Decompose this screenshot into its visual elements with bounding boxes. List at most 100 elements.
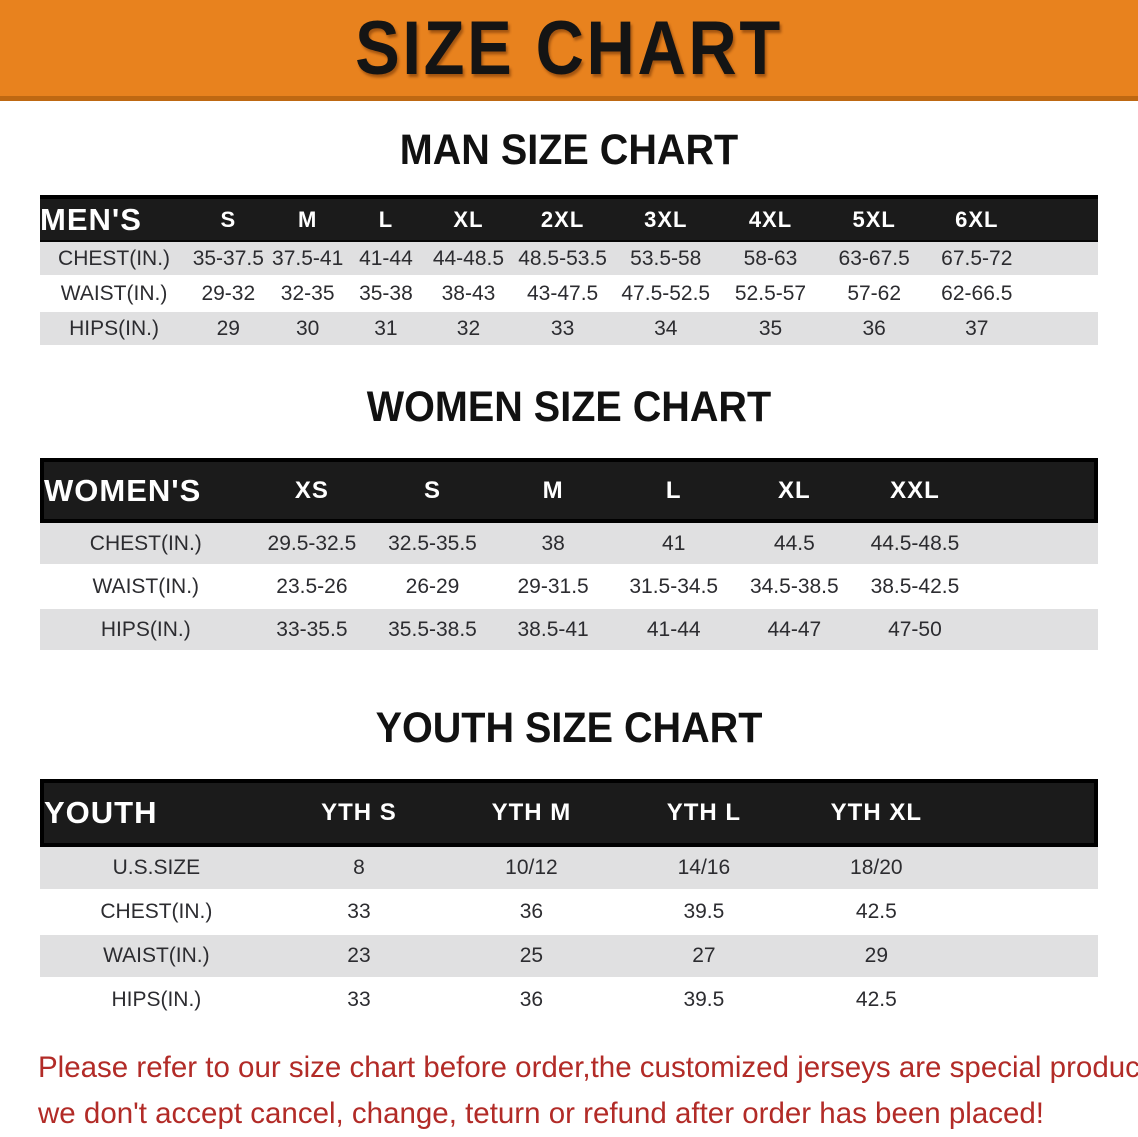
youth-size-heading: YOUTH SIZE CHART <box>375 704 763 752</box>
size-cell: 36 <box>822 312 926 347</box>
table-row: CHEST(IN.) 35-37.5 37.5-41 41-44 44-48.5 48.5… <box>40 242 1098 277</box>
size-cell: 29.5-32.5 <box>251 523 373 566</box>
mens-size-table: MEN'S S M L XL 2XL 3XL 4XL 5XL 6XL CHEST(IN.) 35-37… <box>40 195 1098 347</box>
size-cell: 47-50 <box>854 609 976 652</box>
size-cell: 62-66.5 <box>925 277 1029 312</box>
size-cell: 34 <box>613 312 719 347</box>
header-spacer <box>975 458 1098 523</box>
size-cell: 30 <box>268 312 347 347</box>
row-spacer <box>962 935 1098 979</box>
size-cell: 58-63 <box>718 242 823 277</box>
table-row: CHEST(IN.) 33 36 39.5 42.5 <box>40 891 1098 935</box>
size-charts: MAN SIZE CHART MEN'S S M L XL 2XL 3XL 4XL 5XL 6XL… <box>0 126 1138 1023</box>
size-cell: 31 <box>346 312 426 347</box>
row-label: CHEST(IN.) <box>40 242 189 277</box>
column-header: 2XL <box>511 195 614 242</box>
size-cell: 63-67.5 <box>822 242 926 277</box>
size-cell: 67.5-72 <box>925 242 1029 277</box>
table-title: MEN'S <box>40 195 189 242</box>
header-row: MEN'S S M L XL 2XL 3XL 4XL 5XL 6XL <box>40 195 1098 242</box>
table-row: HIPS(IN.) 33-35.5 35.5-38.5 38.5-41 41-44 44-… <box>40 609 1098 652</box>
disclaimer-line-1: Please refer to our size chart before or… <box>38 1051 1138 1084</box>
man-size-section: MAN SIZE CHART MEN'S S M L XL 2XL 3XL 4XL 5XL 6XL… <box>0 126 1138 347</box>
size-cell: 25 <box>445 935 618 979</box>
size-cell: 23.5-26 <box>251 566 373 609</box>
row-label: HIPS(IN.) <box>40 312 189 347</box>
women-size-section: WOMEN SIZE CHART WOMEN'S XS S M L XL XXL CHEST(… <box>0 383 1138 652</box>
column-header: XL <box>734 458 855 523</box>
table-title: WOMEN'S <box>40 458 252 523</box>
row-label: U.S.SIZE <box>40 847 273 891</box>
row-spacer <box>1028 277 1098 312</box>
youth-size-table: YOUTH YTH S YTH M YTH L YTH XL U.S.SIZE 8 10/12… <box>40 779 1098 1023</box>
size-cell: 42.5 <box>790 979 963 1023</box>
row-spacer <box>962 847 1098 891</box>
table-row: WAIST(IN.) 23 25 27 29 <box>40 935 1098 979</box>
size-cell: 44-48.5 <box>425 242 512 277</box>
size-cell: 33-35.5 <box>251 609 373 652</box>
size-cell: 35.5-38.5 <box>372 609 493 652</box>
row-label: CHEST(IN.) <box>40 891 273 935</box>
row-spacer <box>975 523 1098 566</box>
size-cell: 39.5 <box>617 979 791 1023</box>
column-header: YTH S <box>272 779 446 847</box>
size-cell: 44.5-48.5 <box>854 523 976 566</box>
column-header: XL <box>425 195 512 242</box>
women-size-heading: WOMEN SIZE CHART <box>366 383 772 431</box>
row-spacer <box>975 609 1098 652</box>
table-title: YOUTH <box>40 779 273 847</box>
size-cell: 23 <box>272 935 446 979</box>
size-cell: 41 <box>613 523 735 566</box>
size-cell: 52.5-57 <box>718 277 823 312</box>
row-label: WAIST(IN.) <box>40 935 273 979</box>
size-cell: 33 <box>272 891 446 935</box>
column-header: YTH M <box>445 779 618 847</box>
page-title: SIZE CHART <box>355 5 783 91</box>
size-cell: 32.5-35.5 <box>372 523 493 566</box>
row-label: HIPS(IN.) <box>40 979 273 1023</box>
size-cell: 35-38 <box>346 277 426 312</box>
size-cell: 33 <box>511 312 614 347</box>
size-cell: 33 <box>272 979 446 1023</box>
row-spacer <box>962 891 1098 935</box>
header-row: YOUTH YTH S YTH M YTH L YTH XL <box>40 779 1098 847</box>
size-cell: 35-37.5 <box>188 242 269 277</box>
size-cell: 57-62 <box>822 277 926 312</box>
size-cell: 38.5-41 <box>492 609 614 652</box>
size-cell: 44.5 <box>734 523 855 566</box>
size-cell: 35 <box>718 312 823 347</box>
table-row: HIPS(IN.) 33 36 39.5 42.5 <box>40 979 1098 1023</box>
size-cell: 39.5 <box>617 891 791 935</box>
disclaimer: Please refer to our size chart before or… <box>38 1045 1138 1137</box>
size-cell: 47.5-52.5 <box>613 277 719 312</box>
womens-size-table: WOMEN'S XS S M L XL XXL CHEST(IN.) 29.5-32.5 32.5… <box>40 458 1098 652</box>
header-spacer <box>1028 195 1098 242</box>
table-row: WAIST(IN.) 23.5-26 26-29 29-31.5 31.5-34.5 34… <box>40 566 1098 609</box>
column-header: YTH XL <box>790 779 963 847</box>
row-spacer <box>1028 312 1098 347</box>
size-cell: 53.5-58 <box>613 242 719 277</box>
column-header: XS <box>251 458 373 523</box>
table-row: HIPS(IN.) 29 30 31 32 33 34 35 36 37 <box>40 312 1098 347</box>
column-header: YTH L <box>617 779 791 847</box>
man-size-heading: MAN SIZE CHART <box>399 126 739 174</box>
row-label: WAIST(IN.) <box>40 277 189 312</box>
size-cell: 44-47 <box>734 609 855 652</box>
size-cell: 38-43 <box>425 277 512 312</box>
size-cell: 27 <box>617 935 791 979</box>
table-row: U.S.SIZE 8 10/12 14/16 18/20 <box>40 847 1098 891</box>
youth-size-section: YOUTH SIZE CHART YOUTH YTH S YTH M YTH L YTH… <box>0 704 1138 1023</box>
size-cell: 36 <box>445 891 618 935</box>
column-header: 3XL <box>613 195 719 242</box>
row-spacer <box>1028 242 1098 277</box>
header-spacer <box>962 779 1098 847</box>
size-cell: 29 <box>188 312 269 347</box>
table-row: WAIST(IN.) 29-32 32-35 35-38 38-43 43-47.5 47.… <box>40 277 1098 312</box>
header-row: WOMEN'S XS S M L XL XXL <box>40 458 1098 523</box>
size-cell: 37 <box>925 312 1029 347</box>
disclaimer-line-2: we don't accept cancel, change, teturn o… <box>38 1097 1044 1130</box>
size-cell: 26-29 <box>372 566 493 609</box>
size-cell: 29 <box>790 935 963 979</box>
size-cell: 31.5-34.5 <box>613 566 735 609</box>
size-cell: 43-47.5 <box>511 277 614 312</box>
